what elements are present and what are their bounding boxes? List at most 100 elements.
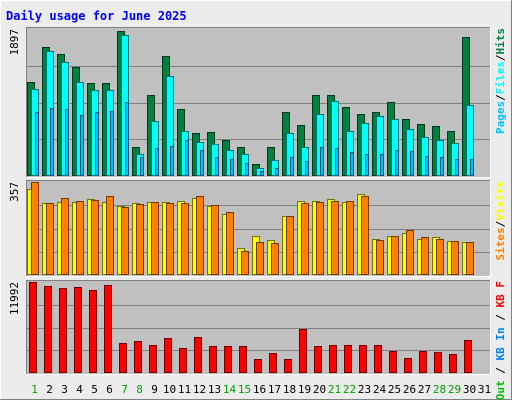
bar-sites-day-19 <box>301 203 309 275</box>
day-label-16: 16 <box>253 383 266 396</box>
day-label-25: 25 <box>388 383 401 396</box>
bar-kb-f-day-13 <box>209 346 217 373</box>
bar-pages-day-22 <box>350 152 354 176</box>
bar-pages-day-26 <box>410 151 414 176</box>
legend-separator: / <box>494 361 507 381</box>
day-label-12: 12 <box>193 383 206 396</box>
bar-kb-f-day-15 <box>239 346 247 373</box>
bar-kb-f-day-25 <box>389 351 397 373</box>
bar-sites-day-16 <box>256 242 264 275</box>
bar-pages-day-12 <box>200 150 204 176</box>
bar-sites-day-9 <box>151 202 159 275</box>
bar-pages-day-18 <box>290 157 294 176</box>
bar-sites-day-12 <box>196 196 204 275</box>
bar-pages-day-3 <box>65 109 69 176</box>
legend-item-files: Files <box>494 61 507 94</box>
bar-pages-day-21 <box>335 148 339 176</box>
day-label-10: 10 <box>163 383 176 396</box>
panel-sites-visits: 357 Sites/Visits <box>8 180 507 277</box>
bar-pages-day-28 <box>440 157 444 176</box>
bar-pages-day-6 <box>110 111 114 176</box>
day-label-27: 27 <box>418 383 431 396</box>
panel-kbytes: 11992KB Out / KB In / KB F <box>8 280 507 400</box>
bar-kb-f-day-23 <box>359 345 367 373</box>
bar-kb-f-day-4 <box>74 287 82 373</box>
bar-pages-day-10 <box>170 146 174 176</box>
bar-kb-f-day-21 <box>329 345 337 373</box>
day-label-19: 19 <box>298 383 311 396</box>
bar-sites-day-17 <box>271 243 279 275</box>
bar-sites-day-29 <box>451 241 459 275</box>
bar-pages-day-4 <box>80 115 84 176</box>
panel-legend: KB Out / KB In / KB F <box>494 281 507 400</box>
bar-pages-day-15 <box>245 163 249 176</box>
bar-sites-day-4 <box>76 201 84 275</box>
bar-kb-f-day-3 <box>59 288 67 373</box>
bar-kb-f-day-14 <box>224 346 232 373</box>
bar-pages-day-11 <box>185 140 189 176</box>
bar-pages-day-9 <box>155 148 159 176</box>
legend-item-pages: Pages <box>494 101 507 134</box>
bar-pages-day-17 <box>275 168 279 176</box>
bar-pages-day-23 <box>365 154 369 176</box>
bar-kb-f-day-19 <box>299 329 307 373</box>
bar-sites-day-7 <box>121 207 129 275</box>
day-label-24: 24 <box>373 383 387 396</box>
panel-max-label: 1897 <box>8 29 21 56</box>
bar-sites-day-21 <box>331 201 339 275</box>
day-label-2: 2 <box>46 383 53 396</box>
bar-sites-day-1 <box>31 182 39 275</box>
bar-sites-day-2 <box>46 203 54 275</box>
day-label-9: 9 <box>151 383 158 396</box>
bar-sites-day-11 <box>181 203 189 275</box>
day-label-4: 4 <box>76 383 83 396</box>
bar-sites-day-25 <box>391 236 399 275</box>
bar-kb-f-day-2 <box>44 286 52 373</box>
day-label-30: 30 <box>463 383 476 396</box>
panel-max-label: 11992 <box>8 282 21 315</box>
legend-item-hits: Hits <box>494 28 507 55</box>
day-label-26: 26 <box>403 383 416 396</box>
bar-pages-day-30 <box>470 159 474 176</box>
bar-sites-day-3 <box>61 198 69 275</box>
chart-panels: 1897Pages/Files/Hits357Sites/Visits11992… <box>8 27 507 400</box>
bar-kb-f-day-8 <box>134 341 142 373</box>
bar-sites-day-8 <box>136 204 144 275</box>
bar-kb-f-day-26 <box>404 358 412 373</box>
day-label-28: 28 <box>433 383 446 396</box>
bar-pages-day-1 <box>35 112 39 176</box>
bar-kb-f-day-5 <box>89 290 97 373</box>
legend-separator: / <box>494 54 507 61</box>
day-label-8: 8 <box>136 383 143 396</box>
bar-sites-day-18 <box>286 216 294 275</box>
day-label-22: 22 <box>343 383 356 396</box>
bar-sites-day-13 <box>211 205 219 275</box>
bar-pages-day-2 <box>50 108 54 176</box>
bar-sites-day-10 <box>166 203 174 275</box>
bar-pages-day-5 <box>95 112 99 176</box>
legend-separator: / <box>494 94 507 101</box>
bar-pages-day-27 <box>425 156 429 176</box>
day-label-21: 21 <box>328 383 341 396</box>
bar-kb-f-day-12 <box>194 337 202 373</box>
day-label-17: 17 <box>268 383 281 396</box>
bar-pages-day-24 <box>380 154 384 176</box>
day-label-7: 7 <box>121 383 128 396</box>
bar-kb-f-day-17 <box>269 353 277 373</box>
legend-item-visits: Visits <box>494 181 507 221</box>
bar-kb-f-day-1 <box>29 282 37 373</box>
x-axis-day-labels: 1 2 3 4 5 6 7 8 9 10 11 12 13 14 15 16 17 18 19 20 21 22 23 24 2… <box>31 383 491 396</box>
bar-sites-day-14 <box>226 212 234 275</box>
bar-kb-f-day-11 <box>179 348 187 373</box>
bar-kb-f-day-30 <box>464 340 472 373</box>
day-label-1: 1 <box>31 383 38 396</box>
bar-pages-day-19 <box>305 161 309 176</box>
bar-kb-f-day-27 <box>419 351 427 373</box>
legend-item-kb-f: KB F <box>494 281 507 308</box>
bar-sites-day-22 <box>346 201 354 275</box>
bar-kb-f-day-22 <box>344 345 352 373</box>
bar-kb-f-day-9 <box>149 345 157 373</box>
bar-kb-f-day-16 <box>254 359 262 373</box>
